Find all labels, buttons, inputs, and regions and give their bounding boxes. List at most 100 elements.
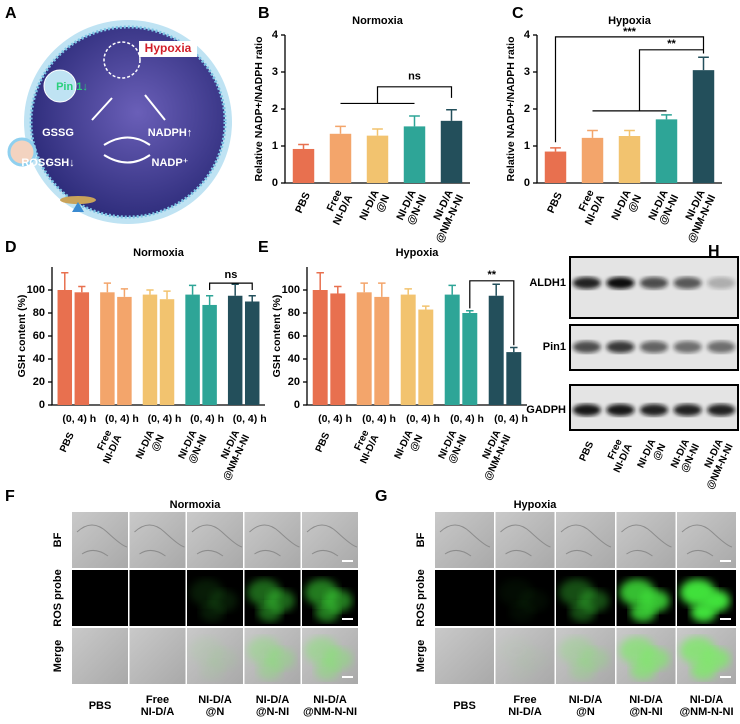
blot-label: Pin1 [543,341,566,353]
x-tick-label: NI-D/A@NM-N-NI [472,428,513,482]
blot-band [606,277,635,289]
significance: ns [224,269,237,281]
micrograph [129,570,186,626]
panel-letter: G [375,488,387,505]
column-label-line: @N-NI [256,706,289,718]
y-axis-label: Relative NADP+/NADPH ratio [505,37,517,182]
bar [185,294,200,405]
cell-outline [134,524,185,557]
y-tick-label: 3 [272,66,278,78]
panel-letter: C [512,5,524,22]
micrograph [302,512,358,568]
panel-letter: E [258,239,269,256]
blot-band [707,341,736,353]
cell-outline [621,524,672,557]
y-tick-label: 60 [33,330,45,342]
blot-band [572,341,601,353]
column-label-line: NI-D/A [313,694,347,706]
bar [330,293,346,405]
y-tick-label: 20 [288,376,300,388]
bracket [340,86,453,105]
x-tick-label: NI-D/A@N-NI [646,188,681,227]
column-label: NI-D/A @N [569,694,603,718]
bar [57,290,73,405]
cell-outline [681,524,733,557]
schematic-label: GSH↓ [45,157,74,169]
column-label: PBS [89,700,112,712]
x-tick-label: NI-D/A@N [392,428,425,465]
bar [462,313,478,405]
column-label: NI-D/A @N [198,694,232,718]
y-tick-label: 0 [294,399,300,411]
cell-outline [76,524,128,557]
panel-letter: B [258,5,270,22]
bar [312,290,328,405]
fluorescence [690,602,717,622]
chart-title: Hypoxia [396,247,440,259]
schematic-label: GSSG [42,127,74,139]
cell-outline [439,524,491,557]
x-tick-label: NI-D/A@N [609,188,644,227]
bar [100,292,115,405]
chart-title: Hypoxia [608,15,652,27]
column-label-line: NI-D/A [141,706,175,718]
column-label-line: NI-D/A [629,694,663,706]
schematic-label: ROS↑ [21,157,50,169]
schematic [7,20,232,224]
column-label: Free NI-D/A [508,694,542,718]
micrograph [435,512,494,568]
column-label-line: @N [206,706,225,718]
blot-band [673,404,702,416]
row-label: Merge [415,640,427,672]
blot-label: GADPH [526,404,566,416]
bar [374,296,390,405]
bar [403,126,426,183]
row-label: ROS probe [52,569,64,626]
row-label: BF [415,532,427,547]
micrograph [72,512,128,568]
bar [618,136,641,183]
bar [400,294,416,405]
arrows [91,94,166,164]
significance: *** [623,26,637,38]
group-label: (0, 4) h [406,413,440,425]
error-bar [448,284,456,295]
error-bar [316,272,324,290]
error-bar [146,289,154,295]
fluorescence [509,602,536,622]
bar [506,352,522,405]
group-label: (0, 4) h [450,413,484,425]
column-label: NI-D/A @NM-N-NI [679,694,733,718]
error-bar [404,288,412,295]
bracket [554,36,705,143]
bar [366,135,389,183]
x-tick-label: FreeNI-D/A [320,188,355,227]
fluorescence [314,660,340,680]
fluorescence [630,660,657,680]
row-label: Merge [52,640,64,672]
grid-title: Hypoxia [514,499,558,511]
bar [418,309,434,405]
cell-outline [306,524,358,557]
y-tick-label: 100 [282,284,300,296]
error-bar [298,143,309,149]
y-tick-label: 3 [524,66,530,78]
panel-letter: H [708,243,720,260]
blot-label: ALDH1 [529,277,566,289]
error-bar [103,282,112,293]
x-tick-label: NI-D/A@N [134,428,167,465]
fluorescence [569,602,596,622]
bracket [469,280,515,346]
bar [488,295,504,405]
error-bar [231,283,239,296]
x-tick-label: PBS [545,190,565,215]
panel-letter: A [5,5,17,22]
y-tick-label: 0 [39,399,45,411]
column-label-line: Free [513,694,536,706]
y-tick-label: 40 [288,353,300,365]
column-label: NI-D/A @N-NI [256,694,290,718]
fluorescence [199,660,225,680]
error-bar [188,284,197,295]
column-label-line: @NM-N-NI [679,706,733,718]
